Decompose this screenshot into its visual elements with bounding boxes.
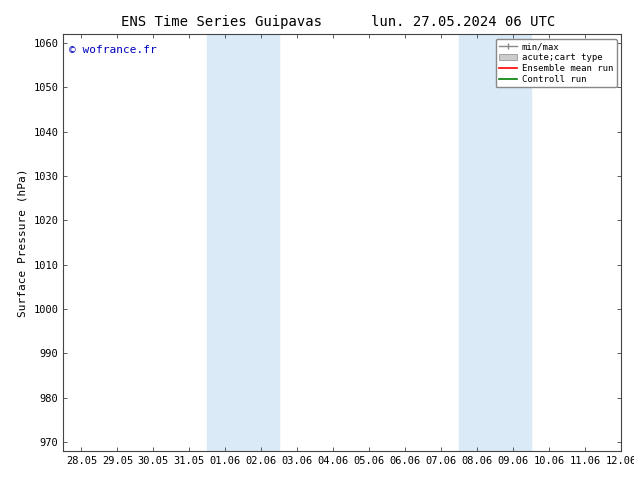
Legend: min/max, acute;cart type, Ensemble mean run, Controll run: min/max, acute;cart type, Ensemble mean … xyxy=(496,39,617,87)
Y-axis label: Surface Pressure (hPa): Surface Pressure (hPa) xyxy=(18,168,28,317)
Text: ENS Time Series Guipavas: ENS Time Series Guipavas xyxy=(121,15,323,29)
Bar xyxy=(460,34,531,451)
Bar xyxy=(207,34,280,451)
Text: lun. 27.05.2024 06 UTC: lun. 27.05.2024 06 UTC xyxy=(371,15,555,29)
Text: © wofrance.fr: © wofrance.fr xyxy=(69,45,157,55)
